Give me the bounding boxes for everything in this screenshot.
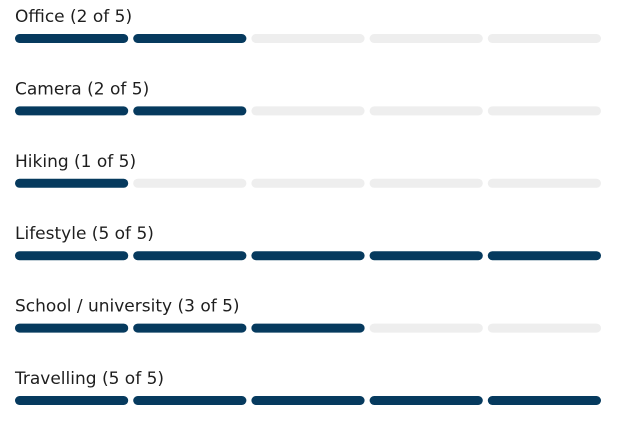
rating-segment-filled	[251, 396, 365, 405]
rating-segment-filled	[369, 251, 483, 261]
rating-segment-empty	[487, 34, 601, 43]
rating-label: Lifestyle (5 of 5)	[15, 224, 154, 244]
rating-segment-empty	[369, 323, 483, 333]
rating-segment-filled	[133, 106, 247, 116]
rating-segment-empty	[369, 106, 483, 116]
rating-segment-filled	[15, 323, 129, 333]
rating-label: Office (2 of 5)	[15, 7, 132, 27]
rating-segment-empty	[369, 178, 483, 188]
rating-label: Travelling (5 of 5)	[14, 369, 164, 389]
rating-segment-empty	[487, 323, 601, 333]
rating-segment-empty	[251, 106, 365, 116]
rating-segment-filled	[251, 251, 365, 261]
rating-segment-filled	[133, 396, 247, 405]
rating-segment-empty	[251, 34, 365, 43]
rating-segment-filled	[369, 396, 483, 405]
rating-segment-filled	[133, 34, 247, 43]
rating-segment-filled	[251, 323, 365, 333]
rating-segment-filled	[133, 323, 247, 333]
rating-label: Camera (2 of 5)	[15, 79, 149, 99]
rating-segment-filled	[15, 178, 129, 188]
rating-segment-empty	[487, 106, 601, 116]
rating-segment-filled	[15, 106, 129, 116]
rating-segment-filled	[15, 34, 129, 43]
rating-segment-filled	[487, 251, 601, 261]
rating-segment-filled	[487, 396, 601, 405]
rating-segment-empty	[369, 34, 483, 43]
rating-segment-filled	[133, 251, 247, 261]
rating-segment-filled	[15, 251, 129, 261]
rating-segment-empty	[251, 178, 365, 188]
rating-label: Hiking (1 of 5)	[15, 152, 136, 172]
rating-segment-filled	[15, 396, 129, 405]
rating-label: School / university (3 of 5)	[15, 297, 240, 317]
rating-segment-empty	[487, 178, 601, 188]
rating-segment-empty	[133, 178, 247, 188]
